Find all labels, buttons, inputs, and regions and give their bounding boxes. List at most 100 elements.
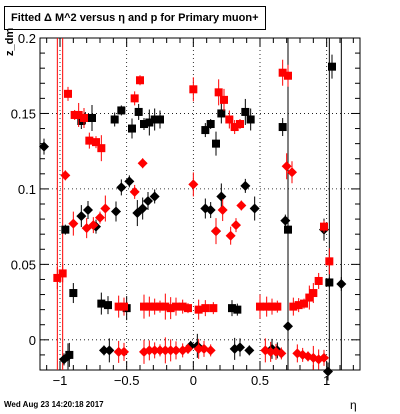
data-point-diamond: [244, 345, 255, 356]
data-point-square: [214, 88, 223, 97]
data-point-square: [114, 302, 123, 311]
data-point-square: [130, 94, 139, 103]
data-point-square: [309, 289, 318, 298]
chart-title: Fitted Δ M^2 versus η and p for Primary …: [4, 6, 266, 30]
data-point-diamond: [113, 346, 124, 357]
data-point-square: [53, 273, 62, 282]
data-point-diamond: [183, 343, 193, 354]
data-point-square: [92, 138, 100, 147]
data-point-square: [262, 302, 271, 311]
data-point-diamond: [99, 345, 109, 356]
data-point-diamond: [119, 346, 129, 357]
data-point-square: [212, 139, 220, 148]
data-point-diamond: [281, 161, 292, 172]
data-point-square: [150, 115, 159, 124]
data-point-square: [194, 305, 203, 314]
x-tick-label: −0.5: [114, 373, 140, 388]
data-point-square: [225, 115, 234, 124]
data-point-square: [284, 225, 292, 234]
data-point-diamond: [265, 346, 276, 357]
data-point-diamond: [240, 180, 251, 191]
x-tick-label: −1: [53, 373, 68, 388]
data-point-square: [325, 278, 334, 287]
data-point-square: [220, 95, 228, 104]
data-point-square: [300, 299, 308, 308]
y-tick-label: 0: [29, 333, 36, 348]
x-tick-label: 1: [323, 373, 330, 388]
data-point-square: [320, 222, 328, 231]
x-tick-label: 0.5: [251, 373, 269, 388]
y-tick-label: 0.1: [18, 182, 36, 197]
data-point-square: [284, 71, 292, 80]
data-point-square: [246, 115, 255, 124]
data-point-diamond: [287, 167, 297, 178]
data-point-square: [69, 289, 78, 298]
data-point-diamond: [100, 203, 111, 214]
y-axis-label: z_dm: [4, 27, 16, 56]
data-point-diamond: [116, 182, 127, 193]
data-point-diamond: [249, 203, 260, 214]
data-point-diamond: [171, 345, 181, 356]
data-point-square: [278, 68, 287, 77]
data-point-square: [156, 302, 164, 311]
data-point-square: [104, 301, 112, 310]
data-point-diamond: [205, 205, 216, 216]
data-point-square: [209, 304, 218, 313]
data-point-diamond: [129, 186, 140, 197]
data-point-diamond: [137, 203, 148, 214]
data-point-square: [156, 115, 164, 124]
data-markers: [39, 54, 347, 381]
data-point-square: [217, 109, 226, 118]
data-point-square: [256, 302, 264, 311]
data-point-square: [294, 301, 303, 310]
data-point-square: [97, 144, 106, 153]
data-point-square: [97, 299, 106, 308]
data-point-square: [80, 113, 88, 122]
data-point-square: [58, 269, 67, 278]
vertical-lines: [56, 38, 342, 370]
data-point-square: [161, 302, 170, 311]
data-point-square: [201, 304, 210, 313]
data-point-diamond: [149, 191, 160, 202]
data-point-square: [128, 124, 136, 133]
data-point-square: [278, 123, 287, 132]
data-point-square: [206, 120, 215, 129]
data-point-square: [166, 304, 175, 313]
data-point-square: [178, 302, 187, 311]
data-point-square: [228, 304, 236, 313]
y-tick-label: 0.2: [18, 31, 36, 46]
data-point-diamond: [68, 218, 79, 229]
data-point-square: [120, 302, 128, 311]
data-point-square: [184, 304, 192, 313]
data-point-diamond: [283, 321, 293, 332]
data-point-square: [230, 123, 239, 132]
data-point-diamond: [235, 342, 245, 353]
data-point-square: [140, 120, 148, 129]
data-point-diamond: [160, 345, 171, 356]
data-point-square: [136, 76, 144, 85]
data-point-diamond: [39, 141, 49, 152]
data-point-square: [201, 126, 210, 135]
data-point-diamond: [211, 226, 221, 237]
data-point-square: [328, 62, 336, 71]
data-point-diamond: [155, 345, 165, 356]
data-point-square: [289, 302, 298, 311]
data-point-square: [172, 302, 180, 311]
data-point-square: [325, 257, 334, 266]
data-point-diamond: [280, 215, 291, 226]
data-point-square: [241, 107, 250, 116]
data-point-diamond: [205, 345, 216, 356]
data-point-diamond: [193, 343, 204, 354]
timestamp: Wed Aug 23 14:20:18 2017: [4, 400, 104, 409]
data-point-diamond: [225, 230, 236, 241]
data-point-diamond: [88, 220, 99, 231]
data-point-diamond: [104, 345, 115, 356]
data-point-square: [268, 302, 276, 311]
data-point-square: [88, 113, 96, 122]
data-point-square: [61, 225, 70, 234]
data-point-diamond: [323, 366, 333, 377]
data-point-diamond: [188, 179, 199, 190]
data-point-square: [145, 302, 154, 311]
data-point-diamond: [60, 170, 71, 181]
